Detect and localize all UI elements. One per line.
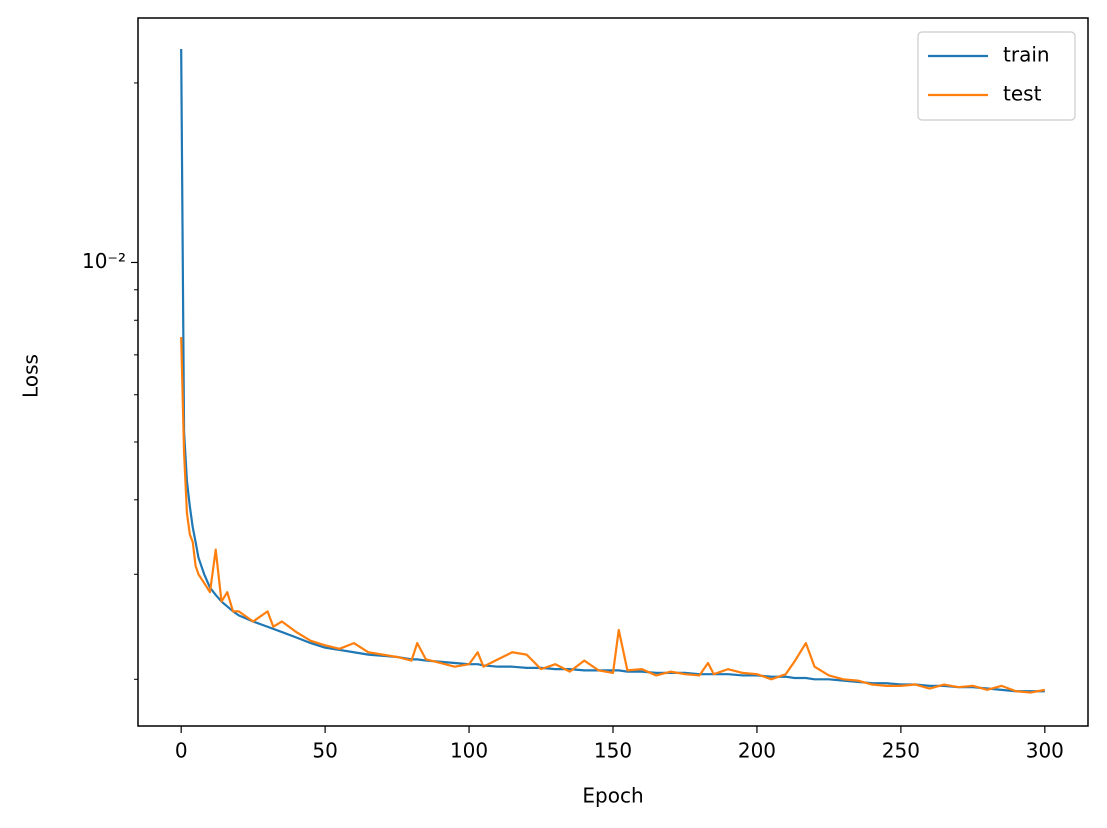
y-tick-label: 10⁻² xyxy=(82,249,126,273)
line-series xyxy=(180,49,1045,693)
line-series xyxy=(180,336,1046,694)
x-tick-label: 300 xyxy=(1026,739,1064,763)
legend-box xyxy=(917,31,1076,121)
x-tick-label: 50 xyxy=(312,739,337,763)
x-tick-label: 200 xyxy=(738,739,776,763)
x-tick-label: 250 xyxy=(882,739,920,763)
x-tick-label: 0 xyxy=(175,739,188,763)
legend-label: train xyxy=(1003,43,1050,67)
plot-frame xyxy=(137,17,1089,727)
y-axis-label: Loss xyxy=(19,354,43,398)
legend-label: test xyxy=(1003,82,1042,106)
x-axis-label: Epoch xyxy=(582,784,643,808)
x-tick-label: 150 xyxy=(594,739,632,763)
x-tick-label: 100 xyxy=(450,739,488,763)
